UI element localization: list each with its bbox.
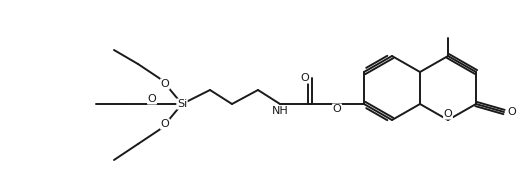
Text: O: O xyxy=(332,104,342,114)
Text: O: O xyxy=(161,119,169,129)
Text: O: O xyxy=(444,109,452,119)
Text: O: O xyxy=(147,94,156,104)
Text: O: O xyxy=(508,107,517,117)
Text: O: O xyxy=(301,73,310,83)
Text: Si: Si xyxy=(177,99,187,109)
Text: O: O xyxy=(161,79,169,89)
Text: NH: NH xyxy=(272,106,288,116)
